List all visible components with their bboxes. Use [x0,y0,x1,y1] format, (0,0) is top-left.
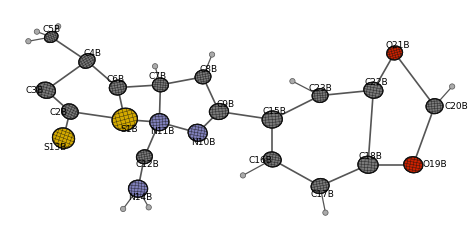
Ellipse shape [150,114,169,131]
Ellipse shape [36,82,55,98]
Text: C20B: C20B [444,102,468,111]
Ellipse shape [53,128,74,148]
Text: S13B: S13B [44,143,67,152]
Ellipse shape [137,150,152,164]
Text: C23B: C23B [308,84,332,92]
Text: C2B: C2B [49,108,67,117]
Text: C8B: C8B [199,65,218,74]
Text: N11B: N11B [150,127,174,136]
Text: C17B: C17B [311,190,335,199]
Circle shape [26,38,31,44]
Ellipse shape [312,89,328,103]
Ellipse shape [109,80,126,95]
Text: C7B: C7B [149,72,167,81]
Circle shape [240,173,246,178]
Ellipse shape [404,157,423,173]
Text: C12B: C12B [135,160,159,169]
Ellipse shape [153,78,168,92]
Text: C3B: C3B [25,86,43,95]
Ellipse shape [112,108,137,131]
Text: C6B: C6B [106,75,124,84]
Text: C15B: C15B [263,107,287,116]
Circle shape [323,210,328,215]
Ellipse shape [195,70,211,84]
Circle shape [55,24,61,29]
Ellipse shape [188,124,207,141]
Text: N10B: N10B [191,138,215,147]
Circle shape [34,29,39,34]
Text: C9B: C9B [216,100,235,109]
Circle shape [449,84,455,89]
Text: C5B: C5B [42,25,60,34]
Circle shape [153,64,158,69]
Text: N14B: N14B [128,193,153,202]
Ellipse shape [128,180,147,197]
Circle shape [146,205,151,210]
Ellipse shape [311,179,329,194]
Ellipse shape [262,111,283,128]
Circle shape [290,78,295,84]
Ellipse shape [263,152,281,167]
Ellipse shape [210,103,228,120]
Text: C22B: C22B [364,78,388,87]
Ellipse shape [364,82,383,98]
Circle shape [120,206,126,212]
Ellipse shape [62,104,78,119]
Text: C16B: C16B [248,156,273,165]
Ellipse shape [358,156,378,173]
Ellipse shape [387,46,402,60]
Text: S1B: S1B [120,125,138,134]
Ellipse shape [426,99,443,114]
Ellipse shape [79,54,95,68]
Text: O19B: O19B [423,160,447,169]
Text: C18B: C18B [359,152,383,161]
Text: O21B: O21B [385,41,410,50]
Text: C4B: C4B [83,49,101,58]
Ellipse shape [45,32,58,43]
Circle shape [210,52,215,57]
